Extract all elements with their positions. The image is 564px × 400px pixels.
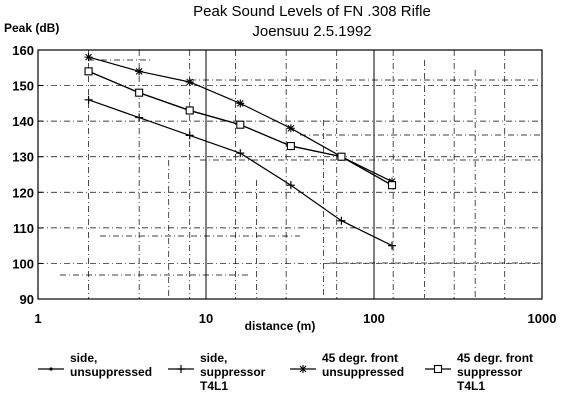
data-point <box>84 67 93 76</box>
data-point <box>135 113 144 122</box>
data-point <box>185 131 194 140</box>
y-tick-label: 150 <box>12 79 34 94</box>
plot-frame <box>37 49 543 300</box>
x-tick-label: 10 <box>199 311 213 326</box>
legend-label: side, unsuppressed <box>70 351 152 379</box>
legend-marker <box>49 367 53 371</box>
data-point <box>236 149 245 158</box>
legend-item-3: 45 degr. front unsuppressed <box>290 351 404 379</box>
series-4 <box>84 67 397 190</box>
chart-title: Peak Sound Levels of FN .308 Rifle <box>193 3 431 20</box>
legend-label: 45 degr. front suppressor T4L1 <box>457 351 533 393</box>
data-point <box>84 95 93 104</box>
legend-marker <box>433 364 443 374</box>
series-3 <box>84 53 397 186</box>
y-tick-label: 100 <box>12 256 34 271</box>
data-point <box>337 152 346 161</box>
legend-item-4: 45 degr. front suppressor T4L1 <box>425 351 533 393</box>
data-point <box>185 106 194 115</box>
y-tick-label: 130 <box>12 150 34 165</box>
chart-subtitle: Joensuu 2.5.1992 <box>252 23 371 40</box>
data-point <box>185 78 194 87</box>
data-point <box>286 141 295 151</box>
data-point <box>135 67 144 76</box>
data-point <box>286 181 295 190</box>
legend-label: 45 degr. front unsuppressed <box>322 351 404 379</box>
data-point <box>388 241 397 250</box>
series-2 <box>84 95 397 250</box>
grid <box>38 50 542 299</box>
x-tick-label: 1000 <box>528 311 557 326</box>
y-tick-label: 90 <box>20 292 34 307</box>
legend-item-1: side, unsuppressed <box>38 351 152 379</box>
data-point <box>84 53 93 62</box>
y-tick-label: 140 <box>12 114 34 129</box>
x-tick-label: 100 <box>363 311 385 326</box>
y-tick-label: 160 <box>12 43 34 58</box>
legend-item-2: side, suppressor T4L1 <box>168 351 266 393</box>
data-point <box>337 216 346 225</box>
data-point <box>236 99 245 108</box>
legend-marker <box>299 365 307 373</box>
data-point <box>286 124 295 133</box>
data-point <box>236 120 245 129</box>
legend: side, unsuppressed side, suppressor T4L1 45 d… <box>38 351 533 393</box>
data-point <box>387 181 397 190</box>
y-tick-label: 110 <box>13 221 34 236</box>
series-line <box>88 56 393 183</box>
legend-label: side, suppressor T4L1 <box>200 351 266 393</box>
data-point <box>135 88 144 97</box>
x-axis-label: distance (m) <box>245 319 316 333</box>
x-tick-label: 1 <box>34 311 41 326</box>
y-tick-label: 120 <box>12 185 34 200</box>
series-layer <box>84 53 397 250</box>
y-axis-label: Peak (dB) <box>4 21 59 35</box>
legend-marker <box>177 365 185 373</box>
